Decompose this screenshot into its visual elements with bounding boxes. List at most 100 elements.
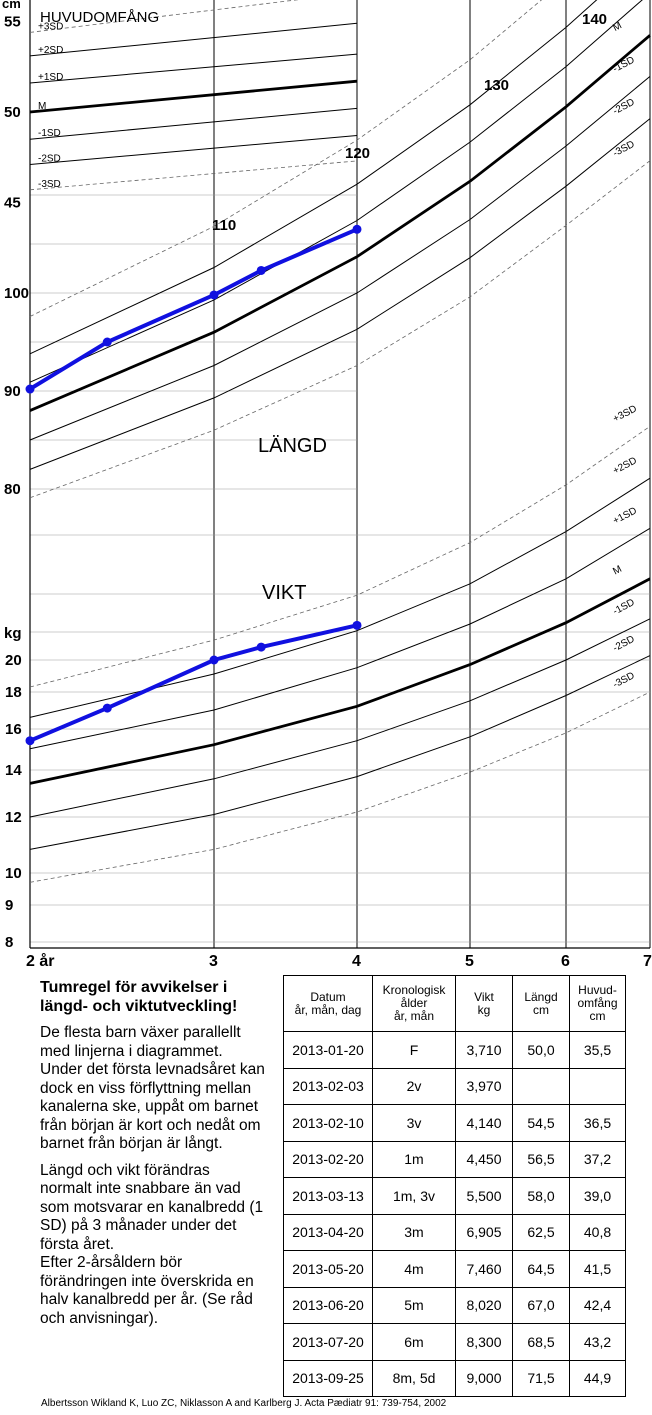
table-header-row: Datum år, mån, dag Kronologisk ålder år, må… xyxy=(283,975,626,1032)
table-cell: 2013-07-20 xyxy=(283,1323,373,1361)
table-cell: 58,0 xyxy=(512,1177,570,1215)
length-scale-label: 130 xyxy=(484,77,509,94)
weight-curve-label: M xyxy=(611,564,624,578)
length-curve xyxy=(29,0,598,355)
table-cell: 3m xyxy=(372,1213,456,1251)
header-age: Kronologisk ålder år, mån xyxy=(372,975,456,1032)
table-cell: 8m, 5d xyxy=(372,1359,456,1397)
table-cell: 2013-04-20 xyxy=(283,1213,373,1251)
length-curve xyxy=(29,0,643,383)
weight-y-tick: 18 xyxy=(5,684,22,701)
table-cell: 2013-02-03 xyxy=(283,1067,373,1105)
length-curve-label: -3SD xyxy=(611,139,636,159)
table-cell: 41,5 xyxy=(569,1250,626,1288)
weight-curve-label: +3SD xyxy=(611,403,639,425)
weight-title: VIKT xyxy=(262,582,306,604)
table-cell: 2v xyxy=(372,1067,456,1105)
head-curve-label: +3SD xyxy=(38,21,63,32)
head-curve-label: +1SD xyxy=(38,72,63,83)
weight-curve-label: -1SD xyxy=(611,597,636,617)
rule-of-thumb-box: Tumregel för avvikelser i längd- och vik… xyxy=(40,978,265,1336)
length-y-tick: 100 xyxy=(4,285,29,302)
table-cell: 3v xyxy=(372,1104,456,1142)
weight-curve xyxy=(29,618,651,818)
table-row: 2013-06-20 5m 8,020 67,0 42,4 xyxy=(283,1286,626,1324)
table-cell: 8,020 xyxy=(455,1286,513,1324)
child-length-point xyxy=(209,290,219,300)
length-curve xyxy=(29,160,651,499)
head-curve xyxy=(29,135,358,165)
length-curve xyxy=(29,118,651,470)
table-row: 2013-03-13 1m, 3v 5,500 58,0 39,0 xyxy=(283,1177,626,1215)
table-cell: 3,970 xyxy=(455,1067,513,1105)
table-cell: 2013-02-10 xyxy=(283,1104,373,1142)
header-weight: Vikt kg xyxy=(455,975,513,1032)
growth-chart: +3SD+2SD+1SDM-1SD-2SD-3SDHUVUDOMFÅNG+3SD… xyxy=(2,0,652,970)
rule-paragraph-1: De flesta barn växer parallellt med linj… xyxy=(40,1024,265,1152)
table-cell: 8,300 xyxy=(455,1323,513,1361)
rule-paragraph-2: Längd och vikt förändras normalt inte sn… xyxy=(40,1161,264,1253)
table-row: 2013-02-10 3v 4,140 54,5 36,5 xyxy=(283,1104,626,1142)
child-length-point xyxy=(25,384,35,394)
head-curve xyxy=(29,160,358,191)
length-y-tick: 90 xyxy=(4,383,21,400)
weight-curve xyxy=(29,527,651,750)
length-curve-label: -1SD xyxy=(611,55,636,75)
length-y-tick: 80 xyxy=(4,481,21,498)
table-cell: 71,5 xyxy=(512,1359,570,1397)
head-y-tick: 55 xyxy=(4,14,21,31)
child-weight-point xyxy=(209,655,219,665)
length-scale-label: 120 xyxy=(345,145,370,162)
x-tick-label: 4 xyxy=(352,953,361,970)
length-scale-label: 110 xyxy=(212,217,236,234)
table-cell: 2013-03-13 xyxy=(283,1177,373,1215)
child-weight-line xyxy=(29,623,358,743)
table-cell: 2013-05-20 xyxy=(283,1250,373,1288)
table-cell: 62,5 xyxy=(512,1213,570,1251)
table-cell: 4,140 xyxy=(455,1104,513,1142)
weight-y-tick: 12 xyxy=(5,809,22,826)
child-length-point xyxy=(256,265,266,275)
citation: Albertsson Wikland K, Luo ZC, Niklasson … xyxy=(41,1398,447,1409)
table-cell: 2013-02-20 xyxy=(283,1140,373,1178)
x-tick-label: 6 xyxy=(561,953,570,970)
child-weight-point xyxy=(25,736,35,746)
table-cell: 44,9 xyxy=(569,1359,626,1397)
measurement-table: Datum år, mån, dag Kronologisk ålder år, må… xyxy=(283,975,626,1397)
head-curve xyxy=(29,0,299,33)
table-row: 2013-09-25 8m, 5d 9,000 71,5 44,9 xyxy=(283,1359,626,1397)
table-cell: 2013-06-20 xyxy=(283,1286,373,1324)
table-cell: 7,460 xyxy=(455,1250,513,1288)
weight-curve-label: -3SD xyxy=(611,670,636,690)
head-curve-label: -2SD xyxy=(38,154,61,165)
table-row: 2013-01-20 F 3,710 50,0 35,5 xyxy=(283,1031,626,1069)
table-cell xyxy=(569,1067,626,1105)
unit-label-cm: cm xyxy=(2,0,21,11)
child-weight-point xyxy=(102,703,112,713)
table-row: 2013-02-03 2v 3,970 xyxy=(283,1067,626,1105)
unit-label-kg: kg xyxy=(4,625,22,642)
table-cell: 2013-01-20 xyxy=(283,1031,373,1069)
length-curve xyxy=(29,34,651,412)
length-curve xyxy=(29,0,543,317)
table-cell: 6,905 xyxy=(455,1213,513,1251)
weight-y-tick: 10 xyxy=(5,865,22,882)
head-curve-label: +2SD xyxy=(38,45,63,56)
child-weight-point xyxy=(256,642,266,652)
rule-paragraph-3: Efter 2-årsåldern bör förändringen inte … xyxy=(40,1254,254,1327)
table-cell: 9,000 xyxy=(455,1359,513,1397)
weight-y-tick: 14 xyxy=(5,762,22,779)
table-cell xyxy=(512,1067,570,1105)
length-title: LÄNGD xyxy=(258,435,327,457)
head-curve-label: -3SD xyxy=(38,179,61,190)
head-curve xyxy=(29,22,358,57)
weight-y-tick: 9 xyxy=(5,897,13,914)
table-cell: 4m xyxy=(372,1250,456,1288)
table-cell: 1m, 3v xyxy=(372,1177,456,1215)
table-cell: 68,5 xyxy=(512,1323,570,1361)
rule-heading: Tumregel för avvikelser i längd- och vik… xyxy=(40,979,238,1015)
table-row: 2013-05-20 4m 7,460 64,5 41,5 xyxy=(283,1250,626,1288)
head-title: HUVUDOMFÅNG xyxy=(40,9,159,26)
head-curve xyxy=(29,53,358,84)
head-y-tick: 45 xyxy=(4,195,21,212)
